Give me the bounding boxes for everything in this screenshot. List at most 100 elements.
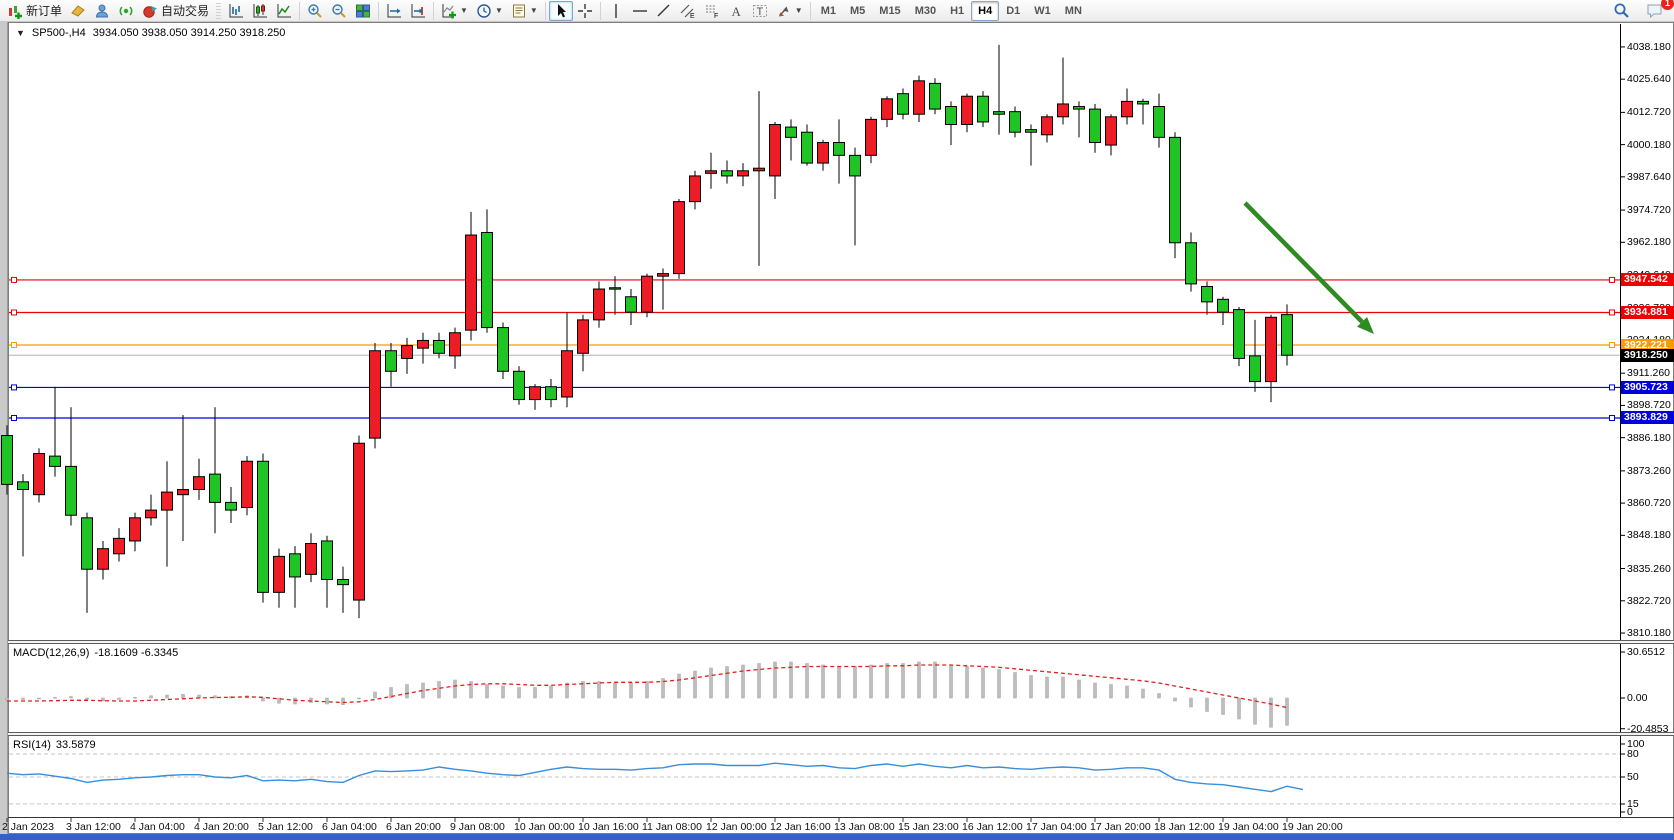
zoom-out-icon bbox=[331, 3, 347, 19]
channel-button[interactable]: E bbox=[676, 1, 700, 21]
timeframe-button-H4[interactable]: H4 bbox=[971, 0, 1000, 21]
auto-scroll-icon bbox=[386, 3, 402, 19]
toolbar-separator bbox=[599, 1, 601, 20]
chart-window[interactable] bbox=[8, 22, 1674, 834]
price-axis-label: 3987.640 bbox=[1627, 170, 1671, 183]
chart-shift-button[interactable] bbox=[406, 1, 430, 21]
indicators-button[interactable]: ▼ bbox=[437, 1, 472, 21]
svg-text:T: T bbox=[756, 6, 763, 18]
timeframe-button-W1[interactable]: W1 bbox=[1034, 4, 1051, 17]
chat-button[interactable]: 1 bbox=[1642, 0, 1674, 21]
market-watch-button[interactable] bbox=[66, 1, 90, 21]
rsi-axis-label: 80 bbox=[1627, 748, 1639, 760]
search-button[interactable] bbox=[1609, 1, 1634, 21]
time-axis-label: 3 Jan 12:00 bbox=[66, 821, 121, 833]
chart-ohlc-values: 3934.050 3938.050 3914.250 3918.250 bbox=[92, 27, 286, 39]
crosshair-button[interactable] bbox=[573, 1, 597, 21]
auto-trading-button[interactable]: 自动交易 bbox=[138, 1, 213, 21]
zoom-in-button[interactable] bbox=[303, 1, 327, 21]
timeframe-button-M5[interactable]: M5 bbox=[850, 4, 866, 17]
bar-chart-icon bbox=[228, 3, 244, 19]
auto-trading-icon bbox=[142, 3, 158, 19]
vertical-line-button[interactable] bbox=[604, 1, 628, 21]
toolbar-separator bbox=[299, 1, 301, 20]
rsi-pane-separator[interactable] bbox=[8, 732, 1674, 736]
profile-button[interactable] bbox=[90, 1, 114, 21]
svg-text:F: F bbox=[714, 13, 718, 19]
time-axis-label: 19 Jan 20:00 bbox=[1282, 821, 1343, 833]
time-axis-label: 18 Jan 12:00 bbox=[1154, 821, 1215, 833]
time-axis-label: 4 Jan 04:00 bbox=[130, 821, 185, 833]
templates-button[interactable]: ▼ bbox=[507, 1, 542, 21]
chat-badge: 1 bbox=[1661, 0, 1674, 10]
macd-pane-separator[interactable] bbox=[8, 640, 1674, 644]
trendline-button[interactable] bbox=[652, 1, 676, 21]
chevron-down-icon: ▼ bbox=[794, 5, 803, 15]
price-axis-label: 3810.180 bbox=[1627, 627, 1671, 640]
shapes-icon bbox=[776, 3, 792, 19]
price-axis-label: 3974.720 bbox=[1627, 204, 1671, 217]
candle-chart-button[interactable] bbox=[248, 1, 272, 21]
toolbar-separator bbox=[378, 1, 380, 20]
timeframe-button-D1[interactable]: D1 bbox=[1006, 4, 1021, 17]
one-click-trading-icon[interactable]: ▼ bbox=[16, 28, 25, 38]
label-button[interactable]: T bbox=[748, 1, 772, 21]
channel-icon: E bbox=[680, 3, 696, 19]
chevron-down-icon: ▼ bbox=[460, 5, 468, 15]
price-axis-line bbox=[1620, 24, 1621, 818]
price-axis-label: 3860.720 bbox=[1627, 497, 1671, 510]
svg-text:A: A bbox=[731, 4, 741, 19]
text-button[interactable]: A bbox=[724, 1, 748, 21]
new-order-button[interactable]: 新订单 bbox=[3, 1, 66, 21]
line-chart-icon bbox=[276, 3, 292, 19]
price-axis-label: 3962.180 bbox=[1627, 236, 1671, 249]
shapes-button[interactable]: ▼ bbox=[772, 1, 807, 21]
time-axis-label: 2 Jan 2023 bbox=[2, 821, 54, 833]
clock-icon bbox=[476, 3, 492, 19]
line-chart-button[interactable] bbox=[272, 1, 296, 21]
indicators-icon bbox=[441, 3, 457, 19]
price-axis-label: 3886.180 bbox=[1627, 431, 1671, 444]
time-axis-label: 4 Jan 20:00 bbox=[194, 821, 249, 833]
timeframe-button-H1[interactable]: H1 bbox=[950, 4, 965, 17]
periods-button[interactable]: ▼ bbox=[472, 1, 507, 21]
chevron-down-icon: ▼ bbox=[494, 5, 503, 15]
time-axis-label: 16 Jan 12:00 bbox=[962, 821, 1023, 833]
horizontal-line-icon bbox=[632, 3, 648, 19]
chart-ohlc-line: ▼ SP500-,H4 3934.050 3938.050 3914.250 3… bbox=[16, 27, 285, 39]
time-axis-label: 11 Jan 08:00 bbox=[642, 821, 702, 833]
horizontal-line-button[interactable] bbox=[628, 1, 652, 21]
time-axis-label: 12 Jan 16:00 bbox=[770, 821, 831, 833]
crosshair-icon bbox=[577, 3, 593, 19]
time-axis-label: 10 Jan 00:00 bbox=[514, 821, 575, 833]
tile-windows-button[interactable] bbox=[351, 1, 375, 21]
time-axis-label: 5 Jan 12:00 bbox=[258, 821, 313, 833]
price-axis-label: 3848.180 bbox=[1627, 529, 1671, 542]
timeframe-button-M30[interactable]: M30 bbox=[914, 4, 937, 17]
fibonacci-button[interactable]: F bbox=[700, 1, 724, 21]
cursor-icon bbox=[553, 3, 569, 19]
chart-symbol-period: SP500-,H4 bbox=[31, 27, 86, 39]
price-axis-label: 3835.260 bbox=[1627, 562, 1671, 575]
time-axis-label: 6 Jan 04:00 bbox=[322, 821, 377, 833]
timeframe-button-M15[interactable]: M15 bbox=[879, 4, 901, 17]
candle-chart-icon bbox=[252, 3, 268, 19]
time-axis-label: 12 Jan 00:00 bbox=[706, 821, 767, 833]
time-axis-line bbox=[8, 817, 1674, 818]
signals-button[interactable] bbox=[114, 1, 138, 21]
time-axis-label: 6 Jan 20:00 bbox=[386, 821, 441, 833]
auto-scroll-button[interactable] bbox=[382, 1, 406, 21]
svg-text:E: E bbox=[690, 13, 695, 19]
chevron-down-icon: ▼ bbox=[529, 5, 538, 15]
zoom-out-button[interactable] bbox=[327, 1, 351, 21]
fibonacci-icon: F bbox=[704, 3, 720, 19]
rsi-axis-label: 15 bbox=[1627, 798, 1639, 810]
vertical-line-icon bbox=[608, 3, 624, 19]
cursor-button[interactable] bbox=[548, 0, 573, 21]
timeframe-button-MN[interactable]: MN bbox=[1064, 4, 1082, 17]
bar-chart-button[interactable] bbox=[224, 1, 248, 21]
toolbar-separator bbox=[544, 1, 546, 20]
timeframe-button-M1[interactable]: M1 bbox=[820, 4, 836, 17]
